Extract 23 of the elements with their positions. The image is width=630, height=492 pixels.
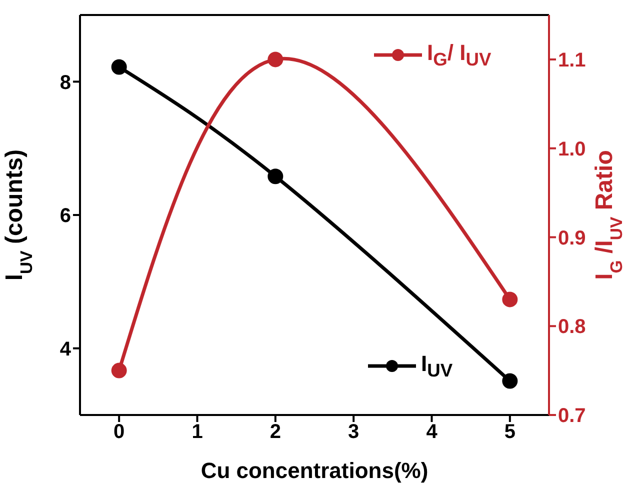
x-tick-label: 1 [192, 421, 203, 444]
y-tick-label: 8 [60, 72, 71, 94]
y2-tick-label: 1.0 [558, 138, 586, 160]
legend-label: I$_{UV}$ [421, 351, 453, 382]
point [268, 52, 284, 68]
y-tick-label: 6 [60, 205, 71, 228]
point [502, 373, 518, 389]
legend-label: I$_{G}$/ I$_{UV}$ [427, 40, 492, 70]
y2-tick-label: 0.7 [558, 405, 586, 428]
y2-tick-label: 1.1 [558, 50, 586, 72]
x-tick-label: 2 [270, 421, 281, 444]
point [111, 59, 127, 75]
x-tick-label: 4 [426, 421, 438, 444]
x-tick-label: 0 [114, 421, 125, 444]
point [268, 168, 284, 184]
y2-tick-label: 0.9 [558, 227, 586, 250]
y-tick-label: 4 [60, 338, 72, 360]
x-tick-label: 3 [348, 421, 360, 444]
x-tick-label: 5 [504, 421, 516, 444]
x-axis-title: Cu concentrations(%) [200, 458, 428, 483]
y2-tick-label: 0.8 [558, 316, 586, 338]
point [502, 292, 518, 308]
point [111, 362, 127, 378]
